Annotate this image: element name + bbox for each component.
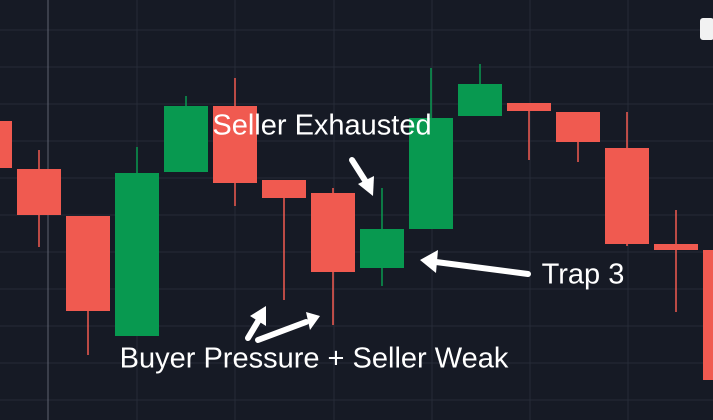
candle-body [409, 118, 453, 229]
arrow-head [420, 250, 438, 273]
arrow-head [250, 306, 266, 326]
candle-body [311, 193, 355, 272]
arrow-head [306, 312, 320, 330]
candle-body [360, 229, 404, 268]
arrow [245, 315, 263, 341]
candle-body [605, 148, 649, 244]
corner-icon [700, 18, 713, 40]
candle-body [115, 173, 159, 336]
candle-body [654, 244, 698, 250]
candle-body [164, 106, 208, 172]
arrow [433, 259, 531, 277]
arrow [255, 319, 309, 343]
candle-body [213, 106, 257, 183]
candle-body [703, 250, 713, 380]
annotation: Seller Exhausted [212, 110, 431, 142]
arrow-head [358, 176, 374, 196]
candles [0, 64, 713, 380]
candle-body [556, 112, 600, 142]
candle-body [262, 180, 306, 198]
arrows [245, 157, 531, 343]
annotations: Seller Exhausted Trap 3 Buyer Pressure + S… [120, 110, 625, 375]
candle-body [66, 216, 110, 311]
candle-body [17, 169, 61, 215]
candle-body [458, 84, 502, 116]
candle-body [507, 103, 551, 111]
annotation: Buyer Pressure + Seller Weak [120, 343, 509, 375]
candle-body [0, 121, 12, 168]
arrow [349, 157, 369, 185]
annotation: Trap 3 [542, 259, 625, 291]
